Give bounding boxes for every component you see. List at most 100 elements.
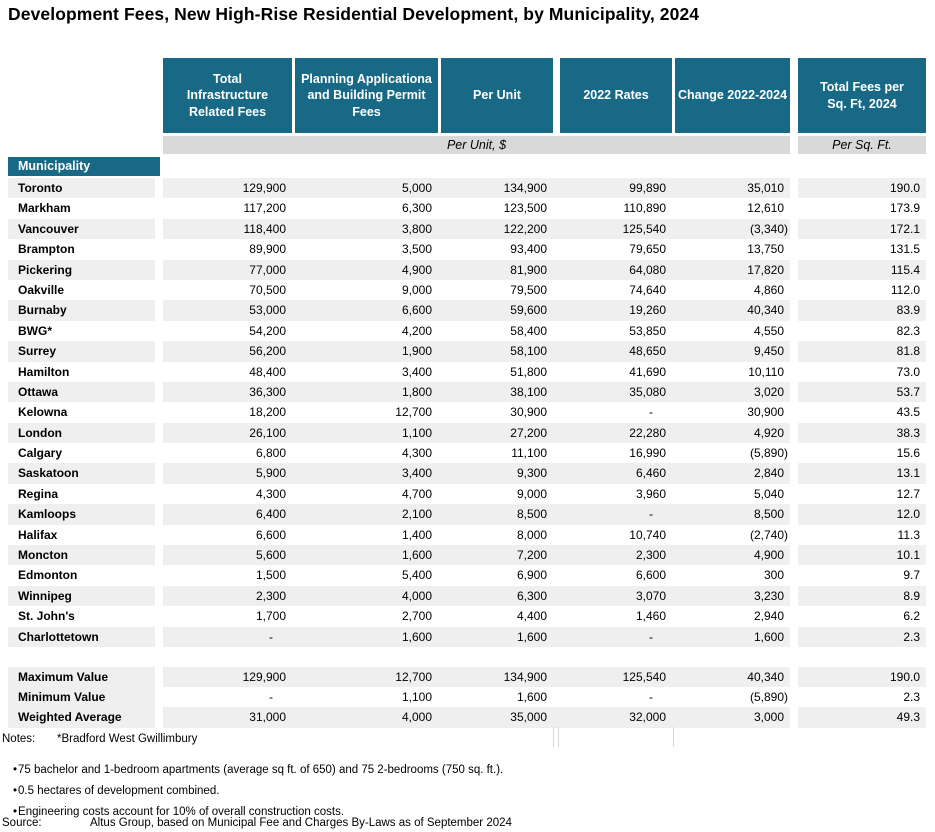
- column-gap: [790, 585, 798, 607]
- value-cell: 83.9: [798, 300, 926, 321]
- value-cell: 190.0: [798, 178, 926, 199]
- value-cell: 89,900: [249, 242, 286, 257]
- value-cell: 10.1: [798, 545, 926, 566]
- value-cell: 1,100: [401, 689, 432, 704]
- per-unit-values-block: 6,600 1,400 8,000 10,740 (2,740): [163, 525, 790, 545]
- per-unit-values-block: 129,900 12,700 134,900 125,540 40,340: [163, 666, 790, 687]
- municipality-cell: St. John's: [18, 609, 75, 624]
- value-cell: 5,900: [255, 466, 286, 481]
- value-cell: 8,000: [516, 527, 547, 542]
- value-cell: 9,000: [516, 486, 547, 501]
- notes-text: *Bradford West Gwillimbury: [57, 733, 198, 745]
- table-row: Kelowna 18,200 12,700 30,900 - 30,900 43.5: [8, 402, 926, 423]
- value-cell: 5,400: [401, 568, 432, 583]
- column-gap: [790, 666, 798, 687]
- column-gap: [790, 279, 798, 301]
- value-cell: 12,610: [747, 201, 784, 216]
- value-cell: 115.4: [798, 259, 926, 280]
- column-gap: [155, 707, 163, 728]
- municipality-cell: Hamilton: [18, 364, 70, 379]
- value-cell: 9,300: [516, 466, 547, 481]
- value-cell: 4,700: [401, 486, 432, 501]
- note-bullet: Engineering costs account for 10% of ove…: [13, 806, 344, 818]
- column-header-planning-building-fees: Planning Applicationa and Building Permi…: [295, 58, 438, 133]
- column-gap: [790, 239, 798, 260]
- value-cell: 27,200: [510, 425, 547, 440]
- value-cell: 112.0: [890, 282, 920, 297]
- row-header-municipality: Municipality: [8, 157, 160, 176]
- value-cell: 81,900: [510, 262, 547, 277]
- column-gap: [790, 545, 798, 566]
- value-cell: 4,900: [753, 548, 784, 563]
- source-line: Source: Altus Group, based on Municipal F…: [2, 817, 512, 829]
- per-unit-values-block: 6,400 2,100 8,500 - 8,500: [163, 504, 790, 525]
- value-cell: 11.3: [897, 527, 920, 542]
- table-row: Edmonton 1,500 5,400 6,900 6,600 300 9.7: [8, 565, 926, 586]
- table-row: Burnaby 53,000 6,600 59,600 19,260 40,340 83.9: [8, 300, 926, 321]
- value-cell: 1,400: [401, 527, 432, 542]
- value-cell: 35,000: [510, 710, 547, 725]
- column-header-total-fees-per-sqft: Total Fees per Sq. Ft, 2024: [798, 58, 926, 133]
- value-cell: 53,850: [629, 323, 666, 338]
- municipality-cell: Kelowna: [18, 405, 68, 420]
- value-cell: 10,740: [629, 527, 666, 542]
- table-row: Vancouver 118,400 3,800 122,200 125,540 (3,34…: [8, 218, 926, 240]
- column-header-2022-rates: 2022 Rates: [560, 58, 672, 133]
- column-header-change-2022-2024: Change 2022-2024: [675, 58, 790, 133]
- per-unit-values-block: 4,300 4,700 9,000 3,960 5,040: [163, 484, 790, 504]
- value-cell: 13,750: [747, 242, 784, 257]
- value-cell: 1,100: [401, 425, 432, 440]
- column-gap: [155, 178, 163, 199]
- per-unit-values-block: 77,000 4,900 81,900 64,080 17,820: [163, 259, 790, 280]
- gridline-artifact: [673, 727, 674, 747]
- municipality-cell: Kamloops: [8, 504, 155, 525]
- table-row: Moncton 5,600 1,600 7,200 2,300 4,900 10.1: [8, 545, 926, 566]
- municipality-cell: Surrey: [8, 341, 155, 362]
- column-gap: [790, 402, 798, 423]
- column-gap: [790, 259, 798, 280]
- value-cell: 43.5: [896, 405, 920, 420]
- value-cell: 4,860: [753, 282, 784, 297]
- value-cell: 6,600: [255, 527, 286, 542]
- municipality-cell: Moncton: [8, 545, 155, 566]
- value-cell: 48,650: [629, 344, 666, 359]
- notes-label: Notes:: [2, 733, 36, 745]
- per-unit-values-block: 5,600 1,600 7,200 2,300 4,900: [163, 545, 790, 566]
- per-unit-values-block: 2,300 4,000 6,300 3,070 3,230: [163, 585, 790, 607]
- table-column-headers: Total Infrastructure Related Fees Planni…: [163, 58, 926, 133]
- value-cell: 1,460: [635, 609, 666, 624]
- value-cell: 1,500: [255, 568, 286, 583]
- per-unit-values-block: 18,200 12,700 30,900 - 30,900: [163, 402, 790, 422]
- column-gap: [155, 259, 163, 280]
- gridline-artifact: [558, 727, 559, 747]
- per-unit-values-block: 54,200 4,200 58,400 53,850 4,550: [163, 321, 790, 341]
- value-cell: 73.0: [896, 364, 920, 379]
- per-unit-values-block: 1,700 2,700 4,400 1,460 2,940: [163, 606, 790, 626]
- table-row: Pickering 77,000 4,900 81,900 64,080 17,820 11…: [8, 259, 926, 280]
- value-cell: 30,900: [747, 405, 784, 420]
- value-cell: 5,600: [255, 548, 286, 563]
- municipality-cell: Brampton: [18, 242, 75, 257]
- value-cell: 1,700: [255, 609, 286, 624]
- column-gap: [155, 361, 163, 382]
- value-cell: 41,690: [629, 364, 666, 379]
- value-cell: 32,000: [629, 710, 666, 725]
- municipality-cell: Toronto: [8, 178, 155, 199]
- value-cell: 6,900: [516, 568, 547, 583]
- column-gap: [155, 524, 163, 546]
- value-cell: 3,800: [401, 221, 432, 236]
- table-row: Saskatoon 5,900 3,400 9,300 6,460 2,840 13.1: [8, 463, 926, 484]
- value-cell: 6.2: [903, 609, 920, 624]
- per-unit-values-block: 48,400 3,400 51,800 41,690 10,110: [163, 362, 790, 382]
- column-gap: [790, 463, 798, 484]
- table-row: Brampton 89,900 3,500 93,400 79,650 13,750 131…: [8, 239, 926, 260]
- municipality-cell: London: [8, 422, 155, 444]
- value-cell: 1,600: [401, 629, 432, 644]
- column-gap: [790, 707, 798, 728]
- value-cell: 79,500: [510, 282, 547, 297]
- value-cell: 5,000: [401, 181, 432, 195]
- value-cell: 9.7: [903, 568, 920, 583]
- value-cell: 40,340: [747, 303, 784, 318]
- per-unit-values-block: 26,100 1,100 27,200 22,280 4,920: [163, 422, 790, 444]
- value-cell: 16,990: [629, 446, 666, 461]
